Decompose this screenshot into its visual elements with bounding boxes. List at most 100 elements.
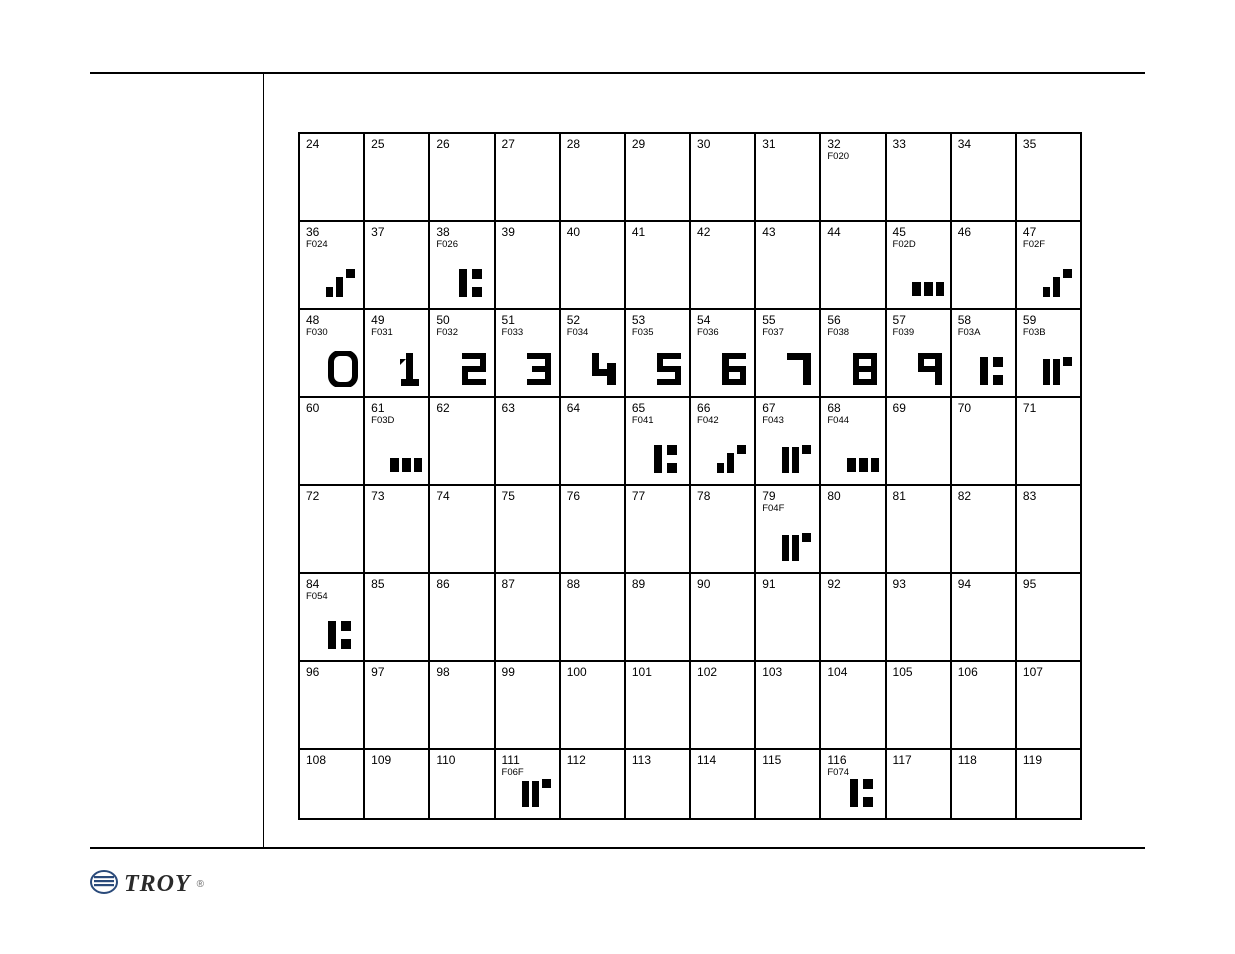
charmap-cell: 42 — [690, 221, 755, 309]
decimal-codepoint: 46 — [958, 226, 1011, 239]
decimal-codepoint: 94 — [958, 578, 1011, 591]
charmap-cell: 32F020 — [820, 133, 885, 221]
decimal-codepoint: 78 — [697, 490, 750, 503]
decimal-codepoint: 25 — [371, 138, 424, 151]
charmap-cell: 30 — [690, 133, 755, 221]
decimal-codepoint: 34 — [958, 138, 1011, 151]
charmap-cell: 93 — [886, 573, 951, 661]
charmap-cell: 33 — [886, 133, 951, 221]
decimal-codepoint: 66 — [697, 402, 750, 415]
charmap-cell: 107 — [1016, 661, 1081, 749]
decimal-codepoint: 42 — [697, 226, 750, 239]
charmap-cell: 68F044 — [820, 397, 885, 485]
charmap-cell: 50F032 — [429, 309, 494, 397]
decimal-codepoint: 60 — [306, 402, 359, 415]
charmap-cell: 100 — [560, 661, 625, 749]
charmap-cell: 95 — [1016, 573, 1081, 661]
decimal-codepoint: 88 — [567, 578, 620, 591]
decimal-codepoint: 98 — [436, 666, 489, 679]
charmap-cell: 113 — [625, 749, 690, 819]
decimal-codepoint: 50 — [436, 314, 489, 327]
decimal-codepoint: 97 — [371, 666, 424, 679]
decimal-codepoint: 113 — [632, 754, 685, 767]
decimal-codepoint: 29 — [632, 138, 685, 151]
charmap-cell: 115 — [755, 749, 820, 819]
decimal-codepoint: 53 — [632, 314, 685, 327]
decimal-codepoint: 65 — [632, 402, 685, 415]
charmap-cell: 118 — [951, 749, 1016, 819]
decimal-codepoint: 103 — [762, 666, 815, 679]
decimal-codepoint: 40 — [567, 226, 620, 239]
decimal-codepoint: 75 — [502, 490, 555, 503]
charmap-cell: 45F02D — [886, 221, 951, 309]
decimal-codepoint: 37 — [371, 226, 424, 239]
charmap-cell: 102 — [690, 661, 755, 749]
decimal-codepoint: 104 — [827, 666, 880, 679]
charmap-cell: 31 — [755, 133, 820, 221]
decimal-codepoint: 31 — [762, 138, 815, 151]
onus-glyph-icon — [1041, 265, 1075, 304]
table-row: 242526272829303132F020333435 — [299, 133, 1081, 221]
decimal-codepoint: 108 — [306, 754, 359, 767]
charmap-cell: 39 — [495, 221, 560, 309]
charmap-cell: 112 — [560, 749, 625, 819]
charmap-cell: 72 — [299, 485, 364, 573]
charmap-cell: 73 — [364, 485, 429, 573]
decimal-codepoint: 118 — [958, 754, 1011, 767]
hex-codepoint: F033 — [502, 327, 555, 338]
charmap-cell: 51F033 — [495, 309, 560, 397]
charmap-cell: 36F024 — [299, 221, 364, 309]
hex-codepoint: F026 — [436, 239, 489, 250]
d4-glyph-icon — [589, 351, 619, 392]
decimal-codepoint: 87 — [502, 578, 555, 591]
charmap-cell: 119 — [1016, 749, 1081, 819]
decimal-codepoint: 27 — [502, 138, 555, 151]
charmap-cell: 69 — [886, 397, 951, 485]
decimal-codepoint: 84 — [306, 578, 359, 591]
hex-codepoint: F044 — [827, 415, 880, 426]
decimal-codepoint: 119 — [1023, 754, 1076, 767]
table-row: 36F024 3738F026 39404142434445F02D 4647F… — [299, 221, 1081, 309]
decimal-codepoint: 35 — [1023, 138, 1076, 151]
charmap-cell: 58F03A — [951, 309, 1016, 397]
charmap-cell: 40 — [560, 221, 625, 309]
decimal-codepoint: 90 — [697, 578, 750, 591]
charmap-cell: 63 — [495, 397, 560, 485]
decimal-codepoint: 39 — [502, 226, 555, 239]
hex-codepoint: F030 — [306, 327, 359, 338]
charmap-cell: 96 — [299, 661, 364, 749]
decimal-codepoint: 72 — [306, 490, 359, 503]
dash-glyph-icon — [911, 279, 945, 304]
decimal-codepoint: 116 — [827, 754, 880, 767]
decimal-codepoint: 111 — [502, 754, 555, 767]
charmap-cell: 52F034 — [560, 309, 625, 397]
charmap-cell: 116F074 — [820, 749, 885, 819]
hex-codepoint: F024 — [306, 239, 359, 250]
decimal-codepoint: 68 — [827, 402, 880, 415]
decimal-codepoint: 99 — [502, 666, 555, 679]
charmap-cell: 86 — [429, 573, 494, 661]
decimal-codepoint: 69 — [893, 402, 946, 415]
onus-glyph-icon — [715, 441, 749, 480]
charmap-cell: 108 — [299, 749, 364, 819]
decimal-codepoint: 62 — [436, 402, 489, 415]
amount-glyph-icon — [520, 775, 554, 814]
charmap-cell: 67F043 — [755, 397, 820, 485]
hex-codepoint: F034 — [567, 327, 620, 338]
d0-glyph-icon — [328, 351, 358, 392]
charmap-cell: 83 — [1016, 485, 1081, 573]
charmap-cell: 89 — [625, 573, 690, 661]
charmap-cell: 57F039 — [886, 309, 951, 397]
charmap-cell: 117 — [886, 749, 951, 819]
decimal-codepoint: 86 — [436, 578, 489, 591]
decimal-codepoint: 45 — [893, 226, 946, 239]
decimal-codepoint: 51 — [502, 314, 555, 327]
d6-glyph-icon — [719, 351, 749, 392]
decimal-codepoint: 91 — [762, 578, 815, 591]
decimal-codepoint: 114 — [697, 754, 750, 767]
charmap-cell: 98 — [429, 661, 494, 749]
transit-glyph-icon — [976, 353, 1010, 392]
amount-glyph-icon — [1041, 353, 1075, 392]
charmap-cell: 56F038 — [820, 309, 885, 397]
transit-glyph-icon — [324, 617, 358, 656]
